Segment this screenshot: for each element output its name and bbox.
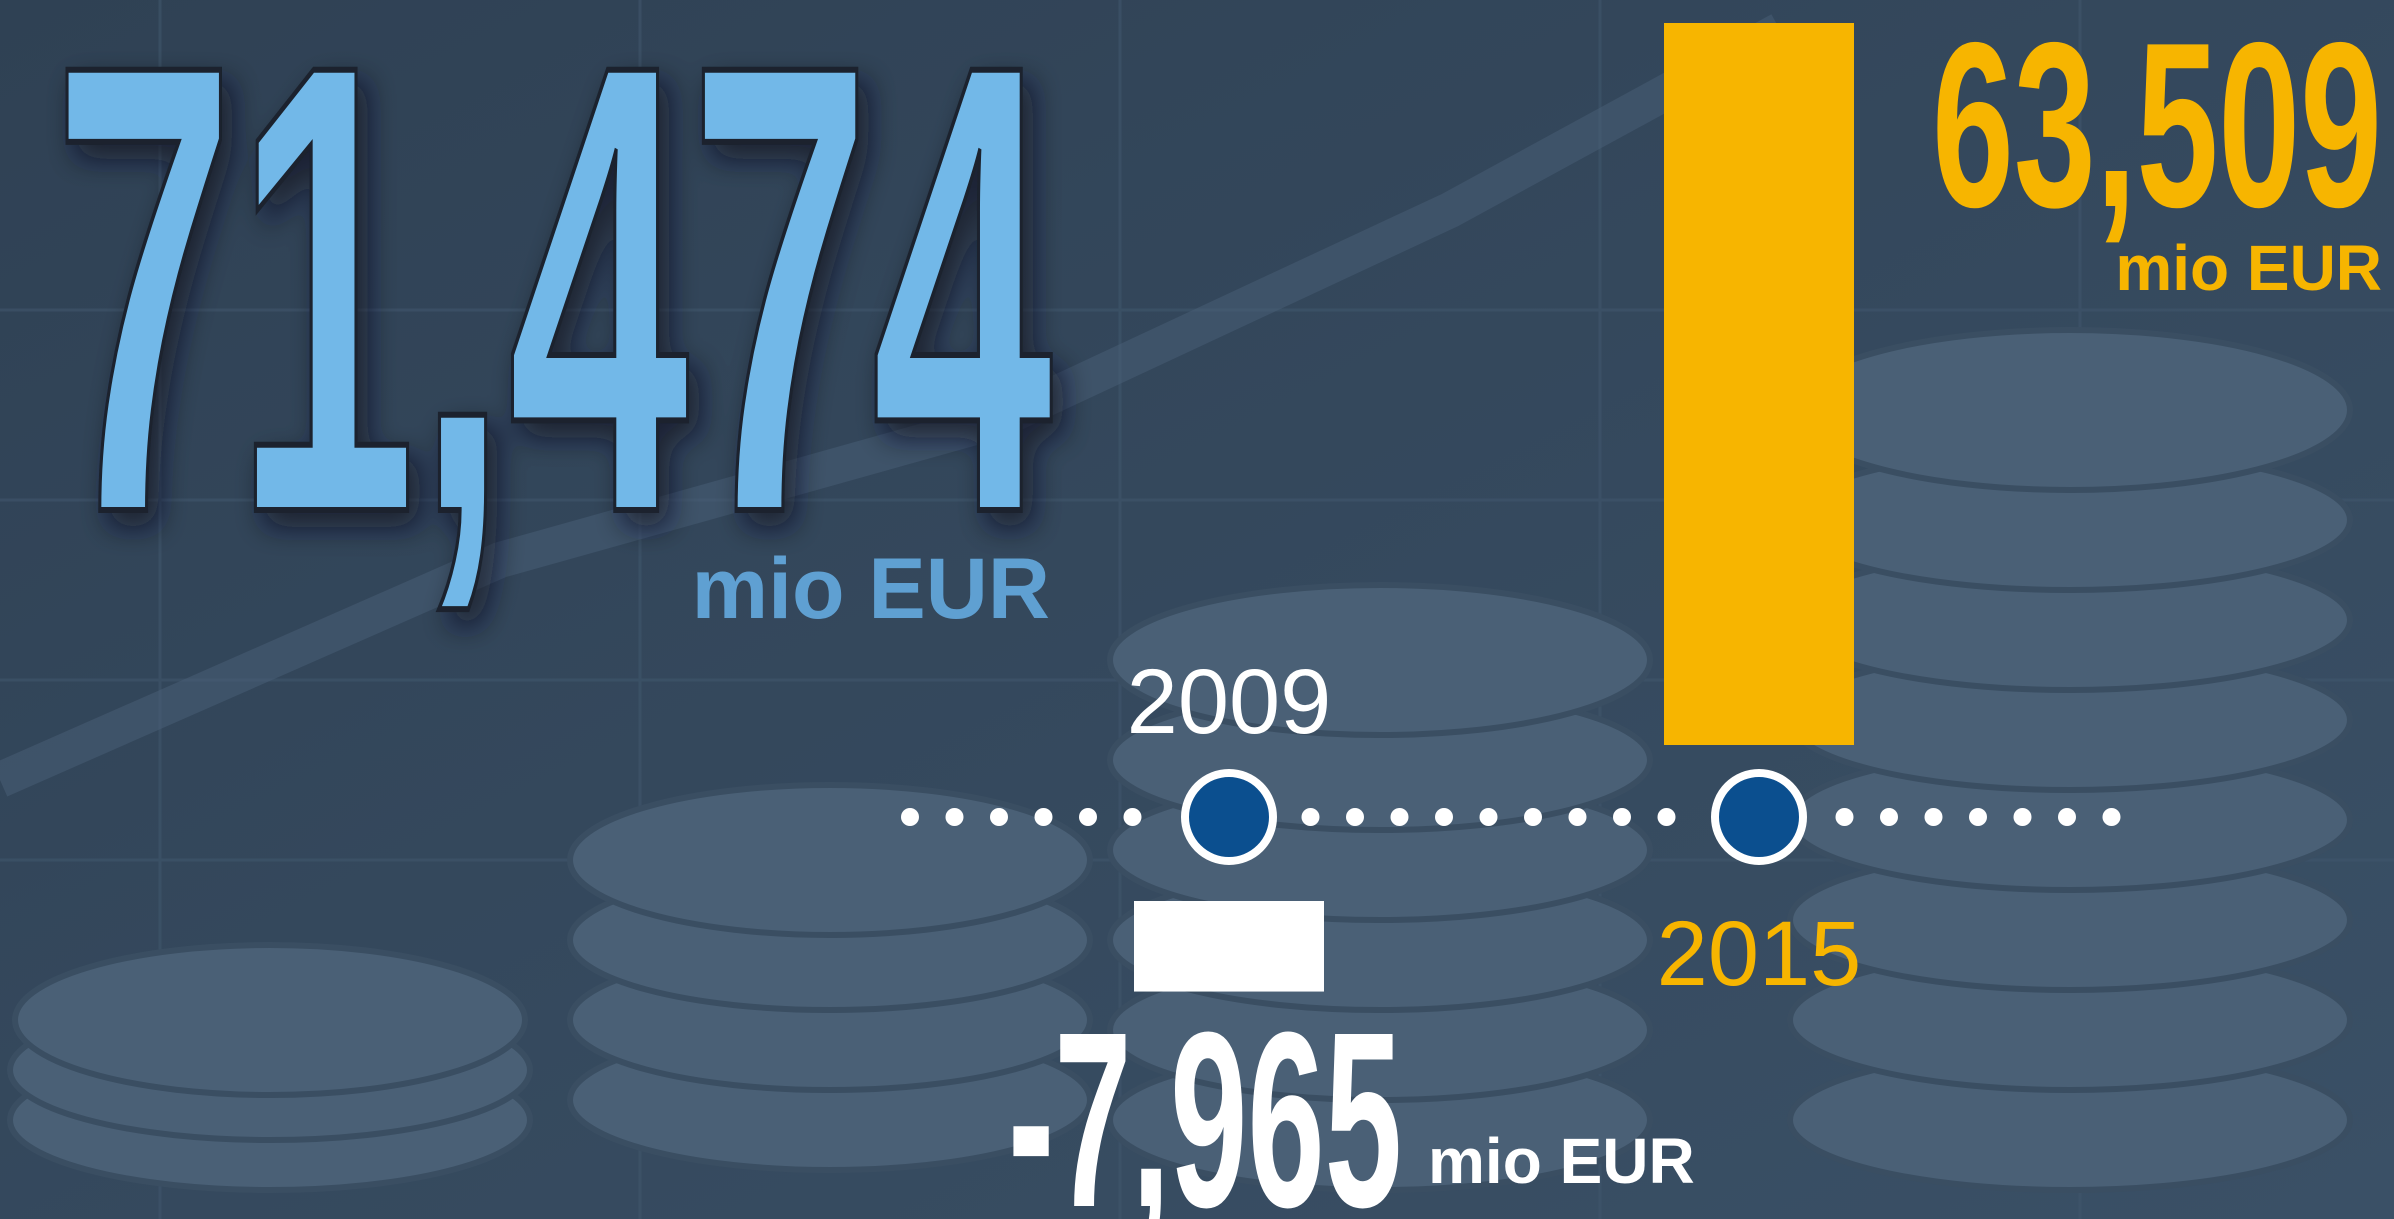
timeline-dot (1034, 808, 1053, 826)
value-unit: mio EUR (2115, 232, 2382, 304)
timeline-dot (1568, 808, 1587, 826)
timeline-dot (1123, 808, 1142, 826)
timeline-dot (1969, 808, 1987, 826)
timeline-dot (1524, 808, 1542, 826)
timeline-dot (1301, 808, 1320, 826)
bar (1664, 23, 1854, 745)
timeline-dot (990, 808, 1008, 826)
background-trend (0, 14, 1789, 797)
bar (1134, 901, 1324, 992)
year-marker (1181, 769, 1277, 865)
year-label: 2015 (1657, 903, 1862, 1005)
value-label: -7,965 (1008, 980, 1402, 1219)
timeline-dot (1613, 808, 1631, 826)
headline-value: 71,474 (53, 0, 1055, 646)
timeline-dot (2102, 808, 2121, 826)
timeline-dot (1880, 808, 1898, 826)
headline-unit: mio EUR (692, 541, 1050, 637)
timeline-dot (1079, 808, 1097, 826)
value-unit: mio EUR (1428, 1125, 1695, 1197)
value-label: 63,509 (1932, 0, 2382, 256)
timeline-dot (1924, 808, 1943, 826)
timeline-dot (1657, 808, 1676, 826)
coins (7, 327, 2353, 1193)
timeline-dot (2058, 808, 2076, 826)
year-label: 2009 (1127, 651, 1332, 753)
timeline-dot (1479, 808, 1498, 826)
timeline-dot (1835, 808, 1854, 826)
timeline-dot (901, 808, 919, 826)
timeline-dot (1346, 808, 1364, 826)
timeline-dot (1390, 808, 1409, 826)
timeline-dot (1435, 808, 1453, 826)
timeline-dot (2013, 808, 2032, 826)
year-marker (1711, 769, 1807, 865)
timeline-dot (945, 808, 964, 826)
